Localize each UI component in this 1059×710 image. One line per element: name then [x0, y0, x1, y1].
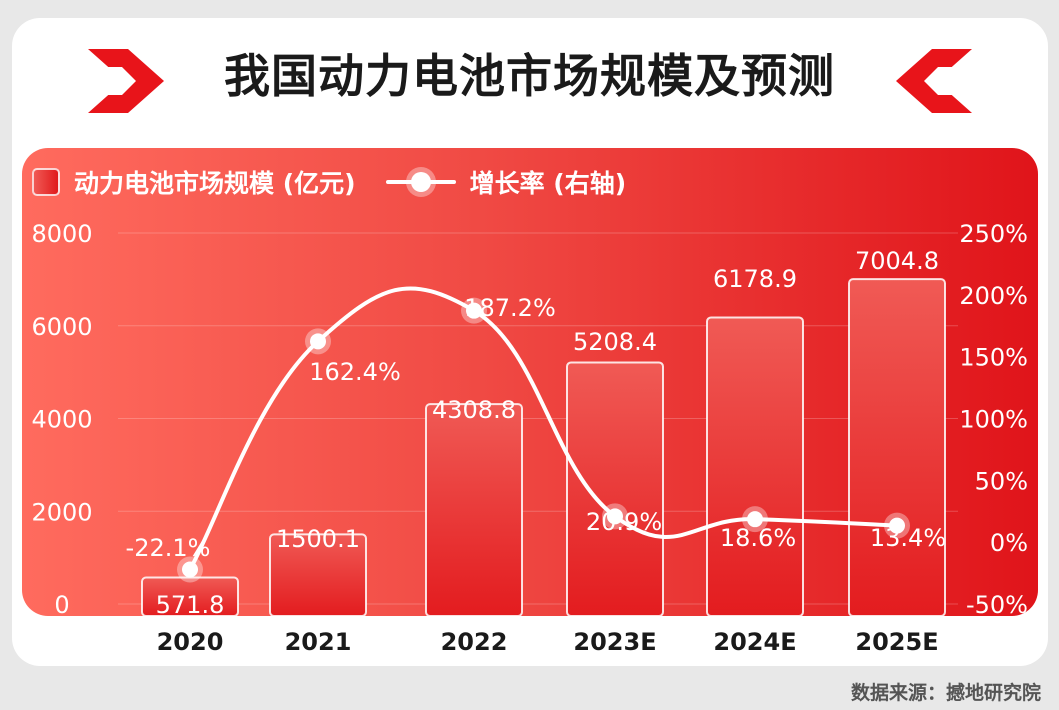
legend-line-swatch	[385, 168, 456, 196]
y-left-tick: 2000	[31, 498, 92, 526]
x-tick-label: 2022	[441, 628, 508, 656]
x-tick-label: 2020	[157, 628, 224, 656]
y-left-tick: 0	[54, 591, 69, 619]
bar	[425, 403, 523, 618]
x-tick-label: 2025E	[855, 628, 938, 656]
x-tick-label: 2023E	[573, 628, 656, 656]
growth-value-label: -22.1%	[126, 534, 211, 562]
y-left-tick: 4000	[31, 406, 92, 434]
bar	[706, 316, 804, 617]
legend-line-label: 增长率 (右轴)	[469, 169, 627, 198]
growth-marker	[466, 302, 482, 319]
x-tick-label: 2024E	[713, 628, 796, 656]
growth-value-label: 187.2%	[464, 294, 556, 322]
bar-value-label: 5208.4	[573, 328, 657, 356]
legend-bar-label: 动力电池市场规模 (亿元)	[74, 169, 356, 198]
bar-value-label: 571.8	[156, 591, 225, 619]
bar-value-label: 6178.9	[713, 265, 797, 293]
growth-marker	[310, 333, 326, 350]
bar-value-label: 7004.8	[855, 247, 939, 275]
right-chevron-icon	[896, 49, 972, 113]
source-note: 数据来源：撼地研究院	[850, 682, 1041, 704]
bar-value-label: 1500.1	[276, 525, 360, 553]
growth-value-label: 18.6%	[720, 524, 796, 552]
growth-marker	[889, 517, 905, 534]
y-left-tick: 6000	[31, 313, 92, 341]
growth-value-label: 13.4%	[870, 524, 946, 552]
y-left-tick: 8000	[31, 220, 92, 248]
bar	[848, 278, 946, 617]
left-chevron-icon	[88, 49, 164, 113]
growth-value-label: 162.4%	[309, 358, 401, 386]
x-tick-label: 2021	[285, 628, 352, 656]
y-right-tick: 250%	[959, 220, 1028, 248]
y-right-tick: 100%	[959, 406, 1028, 434]
bar	[269, 533, 367, 617]
growth-marker	[747, 511, 763, 528]
growth-marker	[182, 561, 198, 578]
bar-value-label: 4308.8	[432, 396, 516, 424]
legend: 动力电池市场规模 (亿元) 增长率 (右轴)	[32, 162, 626, 202]
growth-marker	[607, 508, 623, 525]
growth-value-label: 20.9%	[586, 508, 662, 536]
y-right-tick: 0%	[990, 529, 1028, 557]
y-right-tick: 50%	[975, 467, 1028, 495]
y-right-tick: 150%	[959, 344, 1028, 372]
y-right-tick: -50%	[966, 591, 1028, 619]
y-right-tick: 200%	[959, 282, 1028, 310]
legend-bar-swatch	[32, 168, 60, 196]
chart-title: 我国动力电池市场规模及预测	[224, 49, 835, 103]
bar	[566, 361, 664, 617]
